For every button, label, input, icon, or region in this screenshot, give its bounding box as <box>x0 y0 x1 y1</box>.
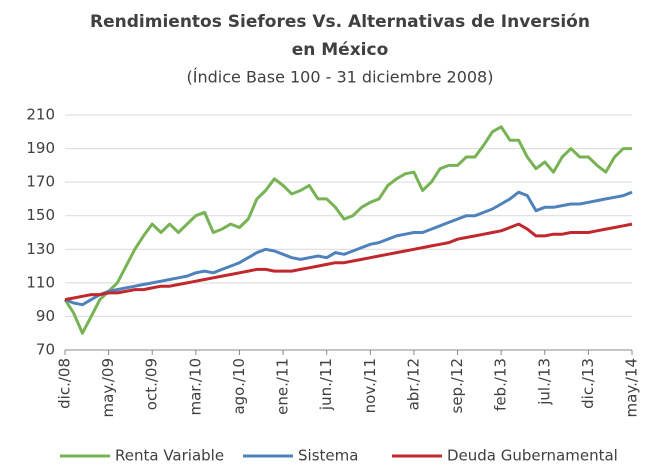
x-tick-label: feb./13 <box>492 358 510 411</box>
x-tick-label: dic./13 <box>579 358 597 409</box>
x-tick-label: oct./09 <box>143 358 161 410</box>
y-tick-label: 130 <box>26 240 55 258</box>
chart-subtitle: (Índice Base 100 - 31 diciembre 2008) <box>187 68 494 87</box>
x-tick-label: jul./13 <box>535 358 553 406</box>
chart-title: en México <box>292 40 389 60</box>
x-tick-label: ene./11 <box>274 358 292 415</box>
x-tick-label: dic./08 <box>56 358 74 409</box>
x-tick-label: nov./11 <box>361 358 379 413</box>
series-line <box>64 222 633 302</box>
x-tick-label: ago./10 <box>230 358 248 415</box>
y-tick-label: 150 <box>26 206 55 224</box>
chart-title: Rendimientos Siefores Vs. Alternativas d… <box>90 12 590 32</box>
y-tick-label: 170 <box>26 173 55 191</box>
y-tick-label: 70 <box>36 341 55 359</box>
series-line <box>64 190 633 307</box>
legend-label: Deuda Gubernamental <box>447 447 618 465</box>
y-tick-label: 210 <box>26 106 55 124</box>
x-tick-label: may./09 <box>99 358 117 417</box>
x-tick-label: mar./10 <box>186 358 204 416</box>
x-tick-label: abr./12 <box>404 358 422 410</box>
y-tick-label: 190 <box>26 139 55 157</box>
x-tick-label: may./14 <box>623 358 641 417</box>
legend-label: Renta Variable <box>115 447 224 465</box>
y-tick-label: 90 <box>36 307 55 325</box>
x-tick-label: sep./12 <box>448 358 466 413</box>
legend-label: Sistema <box>298 447 358 465</box>
x-tick-label: jun./11 <box>317 358 335 411</box>
y-tick-label: 110 <box>26 273 55 291</box>
series-line <box>63 125 632 335</box>
